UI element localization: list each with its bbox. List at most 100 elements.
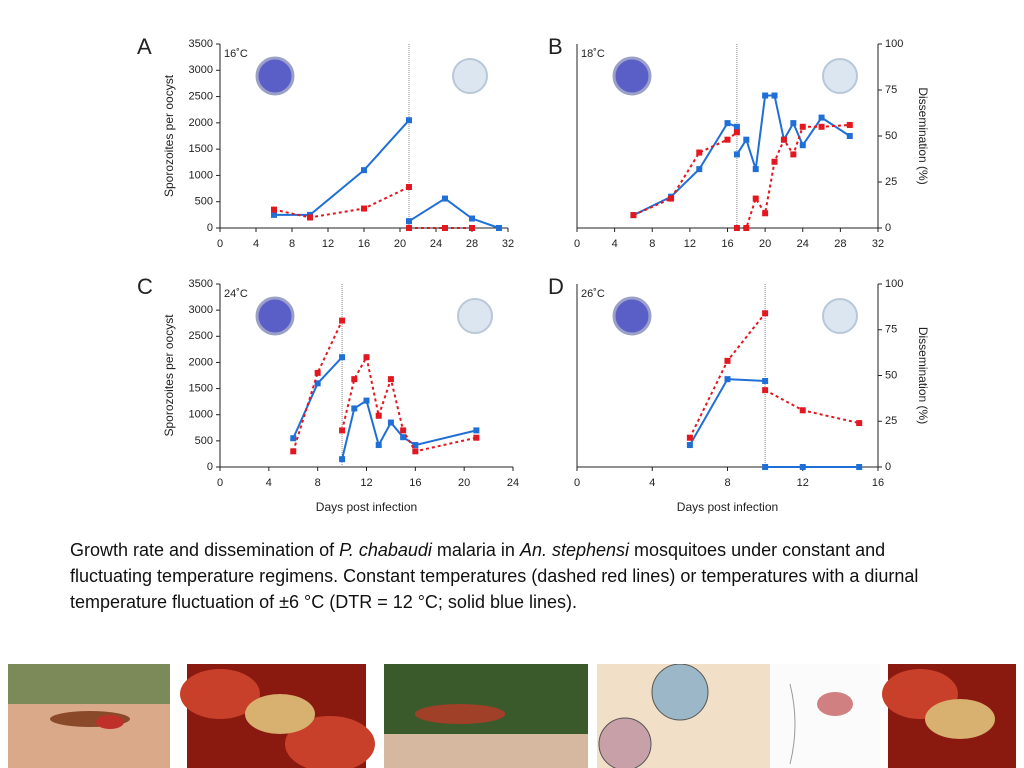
- panel-temperature: 18˚C: [581, 48, 605, 60]
- x-tick-label: 32: [872, 238, 884, 250]
- data-point: [339, 456, 346, 463]
- x-tick-label: 0: [574, 238, 580, 250]
- data-point: [771, 158, 778, 165]
- data-point: [406, 183, 412, 190]
- x-tick-label: 0: [217, 238, 223, 250]
- data-point: [469, 215, 475, 222]
- data-point: [290, 435, 297, 442]
- data-point: [496, 225, 502, 231]
- sporozoite-icon: [457, 298, 493, 334]
- data-point: [762, 377, 769, 384]
- y-tick-label: 100: [885, 38, 903, 50]
- y-tick-label: 3500: [189, 278, 213, 290]
- data-point: [790, 151, 797, 158]
- data-point: [771, 92, 778, 99]
- panel-letter: D: [548, 274, 564, 299]
- y-tick-label: 2500: [189, 90, 213, 102]
- data-point: [696, 166, 703, 173]
- data-point: [762, 310, 769, 317]
- x-tick-label: 4: [253, 238, 259, 250]
- y-tick-label: 1000: [189, 409, 213, 421]
- photo-mosquito-feeding: [384, 664, 588, 768]
- data-point: [406, 117, 412, 124]
- x-tick-label: 12: [360, 477, 372, 489]
- panel-letter: A: [137, 34, 152, 59]
- data-point: [351, 405, 358, 412]
- x-tick-label: 20: [759, 238, 771, 250]
- oocyst-icon: [612, 56, 652, 96]
- data-point: [375, 442, 382, 449]
- data-point: [799, 142, 806, 149]
- data-point: [387, 376, 394, 383]
- series-line: [273, 186, 472, 229]
- x-tick-label: 4: [266, 477, 272, 489]
- x-tick-label: 24: [507, 477, 519, 489]
- x-tick-label: 4: [612, 238, 618, 250]
- data-point: [406, 218, 412, 225]
- data-point: [752, 166, 759, 173]
- x-axis-title: Days post infection: [677, 500, 778, 514]
- photo-blood-cells: [882, 664, 1016, 768]
- data-point: [361, 167, 367, 174]
- data-point: [752, 195, 759, 202]
- x-tick-label: 0: [217, 477, 223, 489]
- x-tick-label: 20: [394, 238, 406, 250]
- data-point: [400, 434, 407, 441]
- data-point: [733, 123, 740, 130]
- x-tick-label: 8: [649, 238, 655, 250]
- y-tick-label: 50: [885, 369, 897, 381]
- data-point: [818, 114, 825, 121]
- data-point: [856, 420, 863, 427]
- x-axis-title: Days post infection: [316, 500, 417, 514]
- y-tick-label: 2500: [189, 330, 213, 342]
- x-tick-label: 28: [466, 238, 478, 250]
- y2-axis-title: Dissemination (%): [916, 87, 930, 184]
- y-tick-label: 3000: [189, 304, 213, 316]
- data-point: [724, 136, 731, 143]
- caption-italic: P. chabaudi: [339, 540, 432, 560]
- y-tick-label: 500: [195, 435, 213, 447]
- y-tick-label: 75: [885, 324, 897, 336]
- data-point: [733, 151, 740, 158]
- y-tick-label: 25: [885, 415, 897, 427]
- y-tick-label: 50: [885, 130, 897, 142]
- data-point: [473, 427, 480, 434]
- data-point: [733, 129, 740, 136]
- photo-blood-cells: [180, 664, 375, 768]
- x-tick-label: 16: [409, 477, 421, 489]
- x-tick-label: 0: [574, 477, 580, 489]
- x-tick-label: 20: [458, 477, 470, 489]
- data-point: [271, 211, 277, 218]
- data-point: [762, 92, 769, 99]
- oocyst-icon: [255, 296, 295, 336]
- data-point: [733, 225, 740, 231]
- data-point: [442, 195, 448, 202]
- data-point: [412, 442, 419, 449]
- data-point: [271, 206, 277, 213]
- y-tick-label: 2000: [189, 117, 213, 129]
- data-point: [762, 210, 769, 217]
- data-point: [743, 136, 750, 143]
- y-tick-label: 1500: [189, 143, 213, 155]
- series-line: [689, 378, 860, 468]
- data-point: [469, 225, 475, 231]
- photo-strip: [8, 664, 1016, 768]
- data-point: [314, 369, 321, 376]
- sporozoite-icon: [452, 58, 488, 94]
- y-tick-label: 2000: [189, 356, 213, 368]
- panel-letter: C: [137, 274, 153, 299]
- oocyst-icon: [255, 56, 295, 96]
- y-tick-label: 3000: [189, 64, 213, 76]
- y-tick-label: 25: [885, 176, 897, 188]
- x-tick-label: 12: [684, 238, 696, 250]
- y-axis-title: Sporozoites per oocyst: [162, 74, 176, 197]
- data-point: [406, 225, 412, 231]
- data-point: [387, 419, 394, 426]
- series-line: [633, 123, 850, 229]
- x-tick-label: 16: [358, 238, 370, 250]
- data-point: [799, 407, 806, 414]
- x-tick-label: 16: [721, 238, 733, 250]
- x-tick-label: 8: [724, 477, 730, 489]
- x-tick-label: 16: [872, 477, 884, 489]
